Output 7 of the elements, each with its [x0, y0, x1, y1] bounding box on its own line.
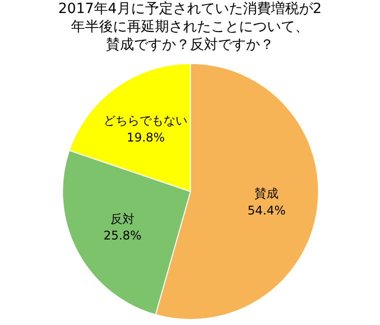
- slice-label: 賛成: [254, 186, 279, 201]
- data-label: 25.8%: [103, 228, 142, 243]
- slice-label: どちらでもない: [104, 114, 188, 128]
- chart-title: 2017年4月に予定されていた消費増税が2年半後に再延期されたことについて、賛成ですか？反対ですか？: [58, 0, 322, 54]
- data-label: 19.8%: [126, 130, 165, 144]
- data-label: 54.4%: [248, 203, 286, 218]
- slice-label: 反対: [110, 212, 135, 226]
